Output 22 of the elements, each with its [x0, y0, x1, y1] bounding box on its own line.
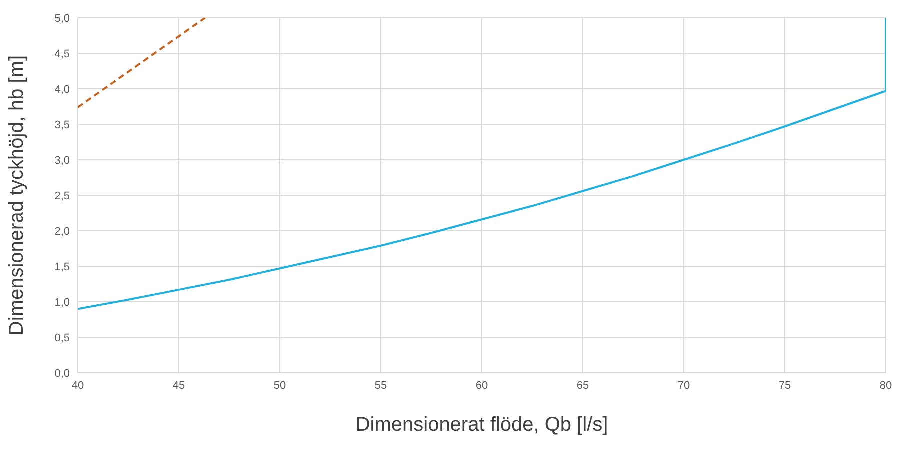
y-tick-label: 3,0 [54, 154, 70, 167]
y-tick-label: 4,5 [54, 48, 70, 60]
x-tick-label: 40 [72, 380, 84, 392]
y-tick-label: 2,5 [54, 190, 70, 202]
y-tick-label: 1,0 [54, 296, 70, 309]
y-tick-label: 0,5 [54, 332, 70, 344]
y-tick-label: 3,5 [54, 119, 70, 132]
y-tick-label: 2,0 [54, 226, 70, 238]
y-tick-label: 4,0 [54, 84, 70, 96]
y-tick-label: 0,0 [54, 368, 70, 380]
y-axis-title: Dimensionerad tyckhöjd, hb [m] [6, 55, 28, 336]
x-tick-label: 70 [678, 380, 690, 392]
x-tick-label: 80 [880, 380, 892, 392]
x-axis-title: Dimensionerat flöde, Qb [l/s] [356, 414, 608, 436]
y-tick-label: 5,0 [54, 12, 70, 25]
x-tick-label: 65 [576, 380, 590, 392]
x-tick-label: 55 [374, 380, 388, 392]
x-tick-label: 45 [172, 380, 186, 392]
x-tick-label: 75 [778, 380, 792, 392]
x-tick-label: 60 [476, 380, 488, 392]
y-tick-label: 1,5 [54, 261, 70, 274]
x-tick-label: 50 [274, 380, 286, 392]
